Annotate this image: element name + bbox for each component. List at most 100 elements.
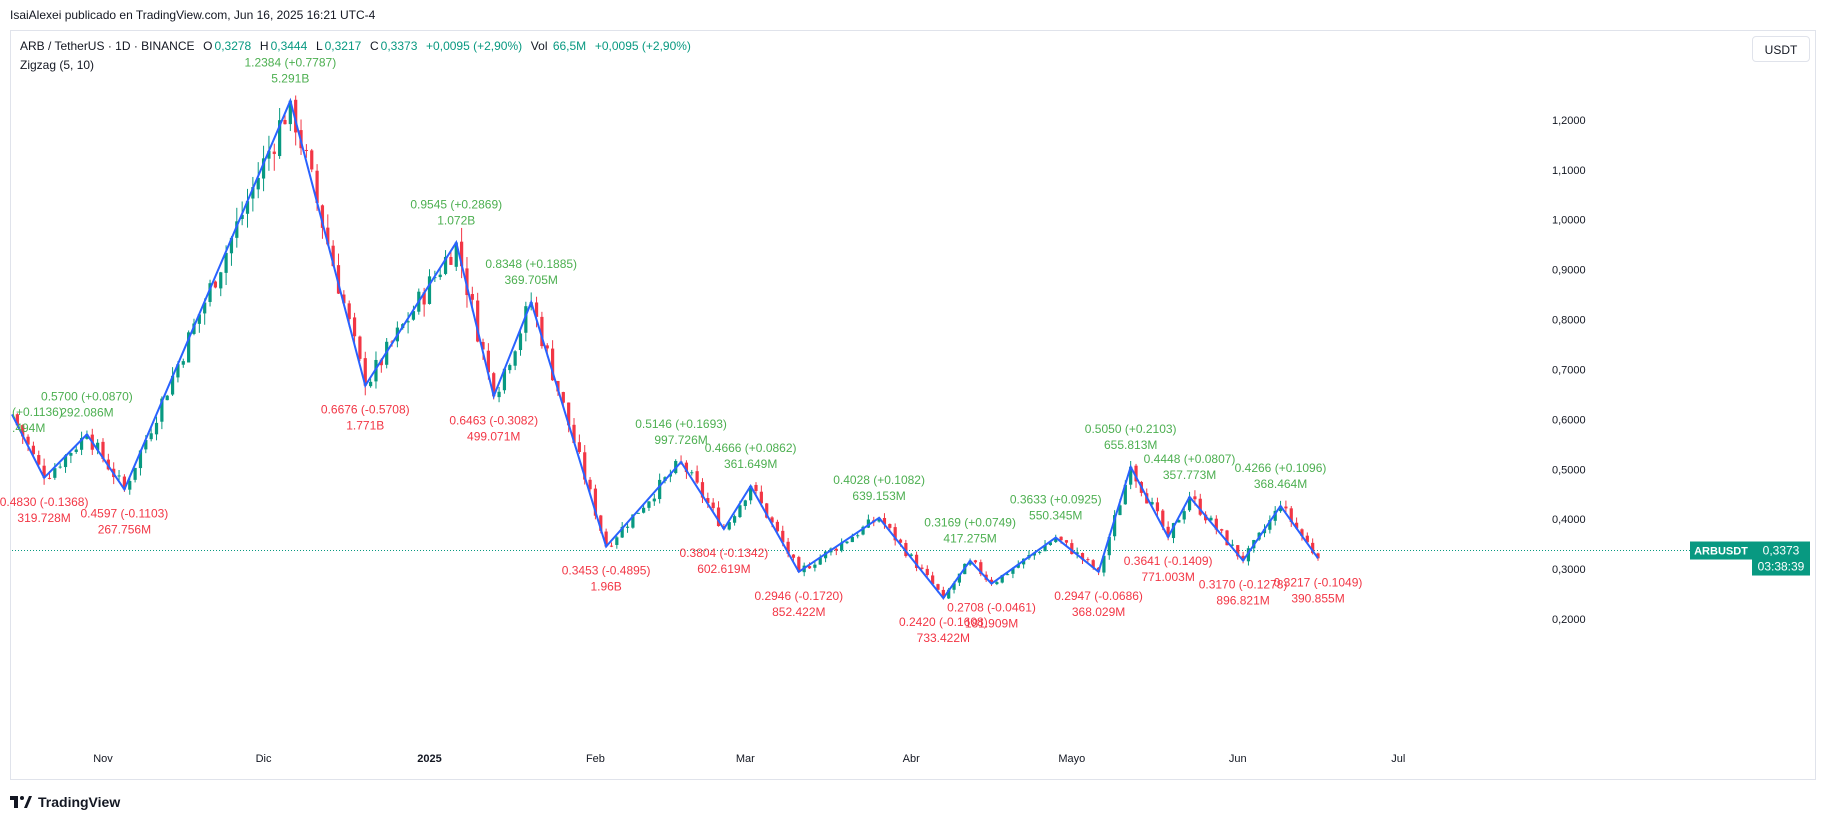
candle-body xyxy=(310,150,314,170)
zigzag-pivot-label: 0.4597 (-0.1103) xyxy=(80,506,168,520)
open-label: O xyxy=(203,39,213,53)
candle-body xyxy=(952,583,956,590)
candle-body xyxy=(411,311,416,320)
symbol-name[interactable]: ARB / TetherUS · 1D · BINANCE xyxy=(20,39,195,53)
candle-body xyxy=(572,424,576,443)
candle-body xyxy=(358,336,362,359)
candle-body xyxy=(69,453,73,456)
candle-body xyxy=(534,302,539,317)
candle-body xyxy=(101,441,105,459)
candle-body xyxy=(26,436,30,445)
candle-body xyxy=(1166,526,1170,538)
zigzag-pivot-volume: 361.649M xyxy=(724,457,777,471)
candle-body xyxy=(754,484,758,491)
candle-body xyxy=(197,314,201,324)
candle-body xyxy=(235,221,239,238)
candle-body xyxy=(743,500,747,507)
candle-body xyxy=(813,564,817,568)
y-tick-label: 0,3000 xyxy=(1552,564,1586,576)
candle-body xyxy=(840,542,844,551)
zigzag-pivot-label: 0.6463 (-0.3082) xyxy=(449,413,538,427)
candle-body xyxy=(320,205,325,228)
zigzag-pivot-label: 0.4028 (+0.1082) xyxy=(833,473,925,487)
candle-body xyxy=(138,450,143,469)
zigzag-pivot-volume: 499.071M xyxy=(467,429,520,443)
y-tick-label: 0,9000 xyxy=(1552,265,1586,277)
candle-body xyxy=(79,438,84,450)
volume-value: 66,5M xyxy=(552,39,587,53)
low-value: 0,3217 xyxy=(324,39,362,53)
zigzag-line xyxy=(11,97,1319,600)
tradingview-brand[interactable]: TradingView xyxy=(10,794,120,810)
candle-body xyxy=(1113,515,1117,537)
candle-body xyxy=(21,425,25,437)
candle-body xyxy=(957,573,962,583)
candle-body xyxy=(438,274,442,278)
candle-body xyxy=(888,524,892,528)
candle-body xyxy=(877,517,881,522)
candle-body xyxy=(524,306,528,333)
zigzag-pivot-label: 0.2420 (-0.1608) xyxy=(899,615,988,629)
zigzag-pivot-label: 1.2384 (+0.7787) xyxy=(244,56,336,70)
candle-body xyxy=(1080,553,1085,560)
candle-body xyxy=(700,482,705,498)
candle-body xyxy=(363,358,367,386)
candle-body xyxy=(1102,555,1106,573)
zigzag-pivot-label: 0.4666 (+0.0862) xyxy=(705,441,797,455)
price-tag-countdown: 03:38:39 xyxy=(1758,560,1805,574)
currency-button[interactable]: USDT xyxy=(1752,36,1810,62)
zigzag-pivot-label: 0.3804 (-0.1342) xyxy=(680,546,769,560)
y-tick-label: 0,2000 xyxy=(1552,614,1586,626)
candle-body xyxy=(460,241,464,267)
candle-body xyxy=(861,526,865,535)
candle-body xyxy=(979,562,983,575)
candle-body xyxy=(31,445,36,455)
candle-body xyxy=(508,365,512,371)
x-tick-label: Mar xyxy=(736,753,755,765)
tradingview-logo-icon xyxy=(10,796,32,808)
candle-body xyxy=(1038,551,1042,553)
zigzag-pivot-label: 0.3633 (+0.0925) xyxy=(1010,493,1102,507)
candle-body xyxy=(1054,537,1058,542)
candle-body xyxy=(476,300,480,342)
candle-body xyxy=(518,333,523,351)
candle-body xyxy=(1129,466,1133,485)
candle-body xyxy=(272,151,276,154)
candle-body xyxy=(807,566,812,569)
candle-body xyxy=(1220,529,1224,531)
candle-body xyxy=(1064,540,1069,543)
zigzag-pivot-label: 0.5146 (+0.1693) xyxy=(635,417,727,431)
candle-body xyxy=(1311,542,1315,554)
partial-pivot-label: (+0.1136) xyxy=(12,405,63,419)
candle-body xyxy=(1241,555,1245,561)
zigzag-pivot-volume: 997.726M xyxy=(654,433,707,447)
candle-body xyxy=(58,466,62,468)
candle-body xyxy=(1273,510,1277,521)
close-value: 0,3373 xyxy=(380,39,418,53)
candle-body xyxy=(1209,517,1213,521)
indicator-legend[interactable]: Zigzag (5, 10) xyxy=(20,58,95,72)
price-tag-value-bg xyxy=(1752,541,1810,576)
zigzag-pivot-volume: 852.422M xyxy=(772,605,825,619)
candle-body xyxy=(786,541,790,554)
zigzag-pivot-label: 0.3217 (-0.1049) xyxy=(1274,575,1363,589)
candle-body xyxy=(936,584,940,590)
candle-body xyxy=(454,242,458,267)
candle-body xyxy=(925,568,929,576)
candle-body xyxy=(379,359,383,366)
candle-body xyxy=(1134,465,1138,482)
candle-body xyxy=(1075,552,1079,555)
candle-body xyxy=(347,303,351,320)
zigzag-pivot-volume: 319.728M xyxy=(17,511,70,525)
candle-body xyxy=(866,519,871,528)
candle-body xyxy=(947,589,951,599)
candle-body xyxy=(765,503,769,518)
candle-body xyxy=(1225,530,1229,546)
low-label: L xyxy=(315,39,323,53)
candle-body xyxy=(1187,496,1192,511)
candle-body xyxy=(1316,553,1320,559)
candle-body xyxy=(486,350,490,373)
candle-body xyxy=(1230,544,1234,546)
